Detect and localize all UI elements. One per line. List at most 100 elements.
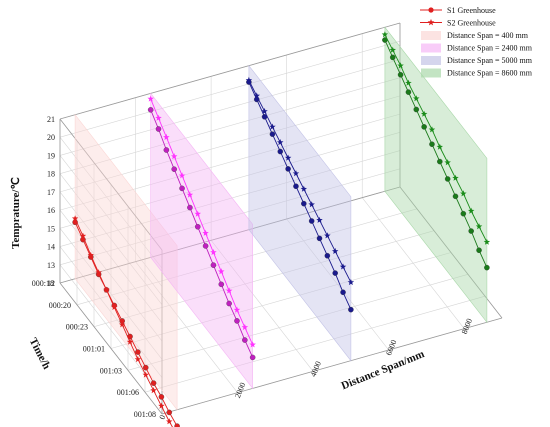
data-point xyxy=(405,79,412,86)
grid-line xyxy=(110,252,452,349)
data-point xyxy=(202,229,209,236)
data-point xyxy=(468,228,474,234)
data-point xyxy=(452,193,459,200)
series-line-1-4 xyxy=(384,39,488,268)
z-tick-label: 16 xyxy=(47,206,55,215)
axis-frame xyxy=(59,118,163,251)
series-line-2-4 xyxy=(384,34,488,243)
data-point xyxy=(284,154,292,161)
series-line-2-2 xyxy=(150,98,254,345)
y-tick-label: 000:18 xyxy=(32,279,54,288)
grid-line xyxy=(59,40,401,138)
grid-lines xyxy=(59,22,503,415)
data-point xyxy=(218,268,225,275)
data-point xyxy=(158,402,165,409)
data-point xyxy=(468,207,475,214)
data-point xyxy=(324,232,331,239)
data-point xyxy=(413,106,420,113)
data-point xyxy=(134,355,142,363)
data-point xyxy=(249,354,256,361)
series-line-2-3 xyxy=(248,79,352,283)
data-point xyxy=(218,281,225,288)
data-point xyxy=(103,286,110,293)
span-plane-1 xyxy=(74,113,178,411)
data-point xyxy=(225,287,233,294)
data-point xyxy=(332,270,338,276)
data-point xyxy=(429,141,435,147)
y-tick-label: 001:06 xyxy=(117,388,139,397)
y-tick-label: 000:23 xyxy=(66,323,88,332)
axis-frame xyxy=(161,317,503,415)
legend-swatch xyxy=(421,31,441,40)
data-point xyxy=(135,349,141,355)
axis-frame xyxy=(59,282,163,415)
data-point xyxy=(397,62,404,69)
data-point xyxy=(292,170,300,177)
data-point xyxy=(163,147,170,153)
data-point xyxy=(316,216,323,223)
grid-line xyxy=(76,208,418,306)
data-point xyxy=(484,264,490,271)
data-point xyxy=(241,323,249,331)
grid-line xyxy=(59,113,401,211)
data-point xyxy=(293,183,299,190)
z-tick-label: 15 xyxy=(47,224,55,233)
data-point xyxy=(300,185,307,192)
grid-line xyxy=(127,274,469,371)
data-point xyxy=(316,235,323,242)
data-point xyxy=(142,364,149,371)
data-point xyxy=(444,159,451,166)
z-tick-label: 19 xyxy=(47,151,55,160)
data-point xyxy=(119,321,126,328)
grid-line xyxy=(59,95,401,193)
data-point xyxy=(308,201,315,208)
data-point xyxy=(179,185,185,192)
x-axis-title: Distance Span/mm xyxy=(340,348,426,392)
legend-label: S1 Greenhouse xyxy=(447,6,496,15)
data-point xyxy=(436,143,443,150)
data-point xyxy=(347,278,355,286)
series-line-1-3 xyxy=(248,81,352,310)
data-point xyxy=(226,300,232,307)
data-point xyxy=(475,223,483,230)
data-point xyxy=(166,409,173,416)
data-point xyxy=(269,131,276,137)
series-line-1-2 xyxy=(150,109,254,358)
data-point xyxy=(142,371,149,378)
data-point xyxy=(147,107,154,113)
series-marks xyxy=(71,31,491,427)
grid-line xyxy=(59,132,401,229)
data-point xyxy=(174,423,180,427)
data-point xyxy=(210,262,217,268)
axis-frame xyxy=(59,22,401,120)
data-point xyxy=(202,243,209,249)
data-point xyxy=(277,139,284,146)
data-point xyxy=(348,306,354,313)
data-point xyxy=(147,95,154,102)
data-point xyxy=(155,126,162,132)
z-tick-label: 17 xyxy=(47,188,55,197)
data-point xyxy=(308,218,315,224)
span-plane-2 xyxy=(150,92,253,390)
z-tick-label: 13 xyxy=(47,261,55,270)
series-line-2-1 xyxy=(74,218,173,427)
data-point xyxy=(194,224,201,230)
data-point xyxy=(166,418,173,425)
z-tick-label: 20 xyxy=(47,133,55,142)
legend-swatch xyxy=(421,68,441,78)
data-point xyxy=(71,215,79,222)
data-point xyxy=(87,251,94,258)
x-tick-label: 0 xyxy=(158,414,168,421)
data-point xyxy=(150,387,157,394)
z-tick-label: 14 xyxy=(47,243,55,252)
data-point xyxy=(340,289,346,296)
data-point xyxy=(79,232,87,239)
grid-line xyxy=(144,295,486,393)
data-point xyxy=(111,303,118,310)
grid-line xyxy=(59,77,401,174)
data-point xyxy=(249,341,256,348)
axis-frame xyxy=(59,186,401,284)
data-point xyxy=(158,394,165,400)
data-point xyxy=(301,200,307,207)
